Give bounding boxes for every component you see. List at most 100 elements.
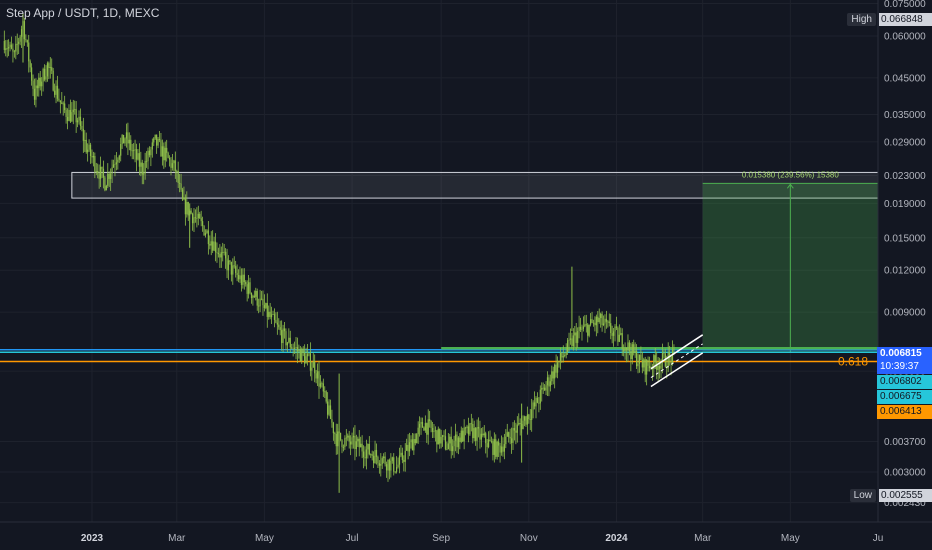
candle-body <box>314 361 316 374</box>
candle-body <box>434 430 437 432</box>
candle-body <box>371 454 373 456</box>
candle-body <box>611 333 613 336</box>
candle-body <box>585 324 587 326</box>
candle-body <box>486 443 488 448</box>
candle-body <box>413 439 415 451</box>
candle-body <box>452 446 454 452</box>
candle-body <box>479 428 481 440</box>
candle-body <box>416 434 418 444</box>
candle-body <box>584 324 586 327</box>
candle-body <box>207 230 209 245</box>
candle-body <box>183 197 185 200</box>
candle-body <box>278 324 280 328</box>
candle-body <box>328 405 330 415</box>
candle-body <box>196 218 198 219</box>
candle-body <box>225 251 227 259</box>
target-projection[interactable] <box>702 182 878 353</box>
candle-body <box>601 313 603 325</box>
candle-body <box>397 464 399 468</box>
price-tick-label: 0.060000 <box>884 32 926 43</box>
time-axis[interactable]: 2023 Mar May Jul Sep Nov 2024 Mar May Ju <box>81 533 883 544</box>
candle-body <box>447 443 449 450</box>
candle-body <box>99 166 102 179</box>
candle-body <box>252 295 254 299</box>
candle-body <box>541 388 543 390</box>
candle-body <box>315 373 317 379</box>
candle-body <box>324 391 326 393</box>
candle-body <box>104 177 106 191</box>
candle-body <box>647 360 649 366</box>
candle-body <box>614 326 616 332</box>
countdown-tag: 10:39:37 <box>877 360 932 374</box>
candle-body <box>394 471 396 473</box>
candle-body <box>358 438 360 448</box>
channel-upper-line[interactable] <box>650 334 704 370</box>
candle-body <box>561 352 563 358</box>
candle-body <box>650 366 652 369</box>
candle-body <box>121 134 123 145</box>
candle-body <box>556 362 559 373</box>
candle-body <box>65 110 67 117</box>
candle-body <box>421 421 424 428</box>
candle-body <box>71 112 73 122</box>
candle-body <box>436 430 438 445</box>
candle-body <box>495 439 497 457</box>
channel-lower-line[interactable] <box>650 352 704 388</box>
candle-body <box>571 338 573 347</box>
candle-body <box>568 339 570 341</box>
candle-body <box>383 456 385 459</box>
symbol-title[interactable]: Step App / USDT, 1D, MEXC <box>6 6 160 20</box>
candle-body <box>227 260 230 271</box>
candle-body <box>643 359 645 368</box>
candle-body <box>351 437 353 445</box>
candle-body <box>112 164 115 168</box>
candle-body <box>89 144 92 156</box>
candle-body <box>179 182 181 184</box>
candle-body <box>161 146 163 157</box>
candle-body <box>18 41 20 44</box>
candle-body <box>72 109 74 113</box>
candle-body <box>529 419 531 420</box>
candle-body <box>440 436 442 444</box>
candle-body <box>270 314 273 318</box>
candle-body <box>88 144 90 150</box>
candle-body <box>406 444 408 451</box>
candle-body <box>404 450 406 462</box>
candle-body <box>187 202 189 216</box>
candle-body <box>296 347 299 352</box>
candle-body <box>345 437 347 439</box>
candle-body <box>25 39 27 41</box>
price-tick-label: 0.029000 <box>884 137 926 148</box>
candle-body <box>408 442 411 452</box>
candle-body <box>202 221 204 226</box>
candle-body <box>539 389 541 404</box>
candle-body <box>519 423 521 425</box>
candle-body <box>110 173 112 179</box>
candle-body <box>263 305 266 308</box>
candle-body <box>352 435 355 438</box>
candle-body <box>190 210 192 214</box>
candle-body <box>441 435 444 437</box>
horizontal-levels[interactable] <box>0 347 878 363</box>
candle-body <box>143 173 145 175</box>
candle-body <box>173 160 175 164</box>
cyan-price-tag-2: 0.006675 <box>877 390 932 404</box>
candle-body <box>618 334 620 342</box>
candle-body <box>204 233 207 236</box>
candle-body <box>477 427 480 429</box>
rising-channel[interactable] <box>650 334 704 388</box>
candle-body <box>28 42 30 62</box>
candle-body <box>339 432 342 440</box>
candle-body <box>549 381 551 387</box>
candle-body <box>588 324 590 336</box>
candle-body <box>260 298 263 300</box>
candle-body <box>239 275 241 280</box>
candle-body <box>564 355 566 357</box>
time-tick-label: Mar <box>694 533 712 544</box>
candle-body <box>591 319 593 323</box>
candle-body <box>101 166 103 169</box>
candle-body <box>635 350 638 367</box>
candle-body <box>269 311 271 318</box>
candle-body <box>538 402 540 404</box>
